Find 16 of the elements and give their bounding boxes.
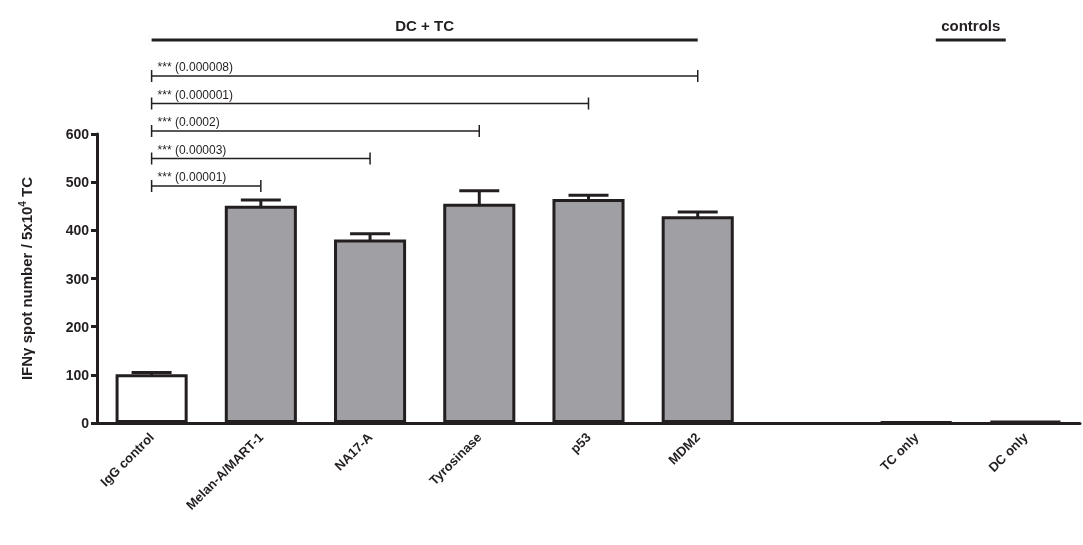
annotation: *** (0.00001) (157, 170, 227, 184)
y-tick-label: 400 (65, 222, 90, 239)
y-tick-label: 100 (65, 366, 90, 383)
y-axis-title: IFNγ spot number / 5x104 TC (16, 176, 35, 381)
x-tick-label: p53 (567, 429, 594, 457)
y-tick-label: 300 (65, 270, 90, 287)
y-tick-label: 500 (65, 174, 90, 191)
y-tick-label: 600 (65, 126, 90, 142)
y-tick-label: 200 (65, 318, 90, 335)
text: *** (0.000001) (157, 87, 233, 102)
text: controls (941, 17, 1001, 34)
text: DC + TC (395, 17, 455, 34)
annotation: *** (0.00003) (157, 142, 227, 157)
text: *** (0.0002) (157, 115, 220, 129)
text: *** (0.000008) (157, 60, 233, 74)
y-tick-label: 0 (81, 415, 90, 431)
